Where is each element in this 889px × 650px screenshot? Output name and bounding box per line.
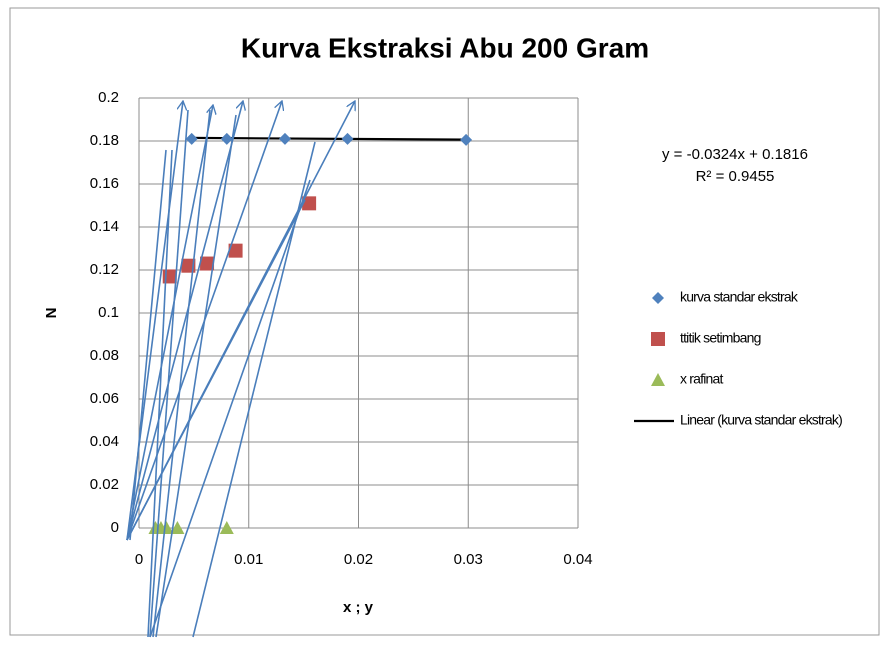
annotation-arrows [126,101,355,638]
square-marker [651,332,665,346]
legend-label: Linear (kurva standar ekstrak) [680,412,842,428]
diamond-marker [460,133,473,146]
legend-label: x rafinat [680,371,724,387]
y-tick-label: 0.14 [90,218,119,235]
r-squared: R² = 0.9455 [696,168,775,185]
y-tick-label: 0.06 [90,390,119,407]
y-tick-label: 0.02 [90,476,119,493]
y-tick-label: 0.1 [98,304,119,321]
x-tick-label: 0.02 [344,551,373,568]
y-tick-label: 0.2 [98,89,119,106]
diamond-marker [341,132,354,145]
arrow [126,101,243,541]
diamond-marker [220,132,233,145]
arrow [149,109,189,638]
y-tick-label: 0.04 [90,433,119,450]
diamond-marker [278,132,291,145]
x-tick-label: 0.04 [563,551,592,568]
triangle-marker [170,521,185,534]
arrow [155,114,237,638]
diamond-marker [185,132,198,145]
triangle-marker [651,373,665,386]
chart-frame [9,7,880,636]
square-marker [302,196,317,211]
arrow [126,199,306,541]
plot-area: 0 0.02 0.04 0.06 0.08 0.1 0.12 0.14 0.16 0.18 0.2 0… [90,89,593,568]
arrow [126,105,213,541]
triangle-marker [159,521,174,534]
arrow [152,109,211,638]
legend-label: ttitik setimbang [680,330,761,346]
arrow [192,141,316,638]
legend-label: kurva standar ekstrak [680,289,799,305]
trendline [188,136,467,141]
x-tick-label: 0 [135,551,143,568]
arrow [149,179,311,638]
chart-title: Kurva Ekstraksi Abu 200 Gram [241,32,649,63]
y-tick-label: 0.16 [90,175,119,192]
triangle-marker [219,521,234,534]
y-tick-label: 0.08 [90,347,119,364]
trendline-equation: y = -0.0324x + 0.1816 [662,146,808,163]
x-axis-label: x ; y [343,599,374,616]
square-marker [181,258,196,273]
legend: kurva standar ekstrak ttitik setimbang x r… [634,289,843,428]
y-axis-label: N [43,308,60,319]
arrow [129,149,167,541]
arrow [147,149,173,638]
y-tick-label: 0.12 [90,261,119,278]
square-marker [228,243,243,258]
y-tick-label: 0.18 [90,132,119,149]
diamond-marker [652,292,664,304]
x-tick-label: 0.03 [454,551,483,568]
x-tick-label: 0.01 [234,551,263,568]
square-marker [200,256,215,271]
y-tick-label: 0 [111,519,119,536]
